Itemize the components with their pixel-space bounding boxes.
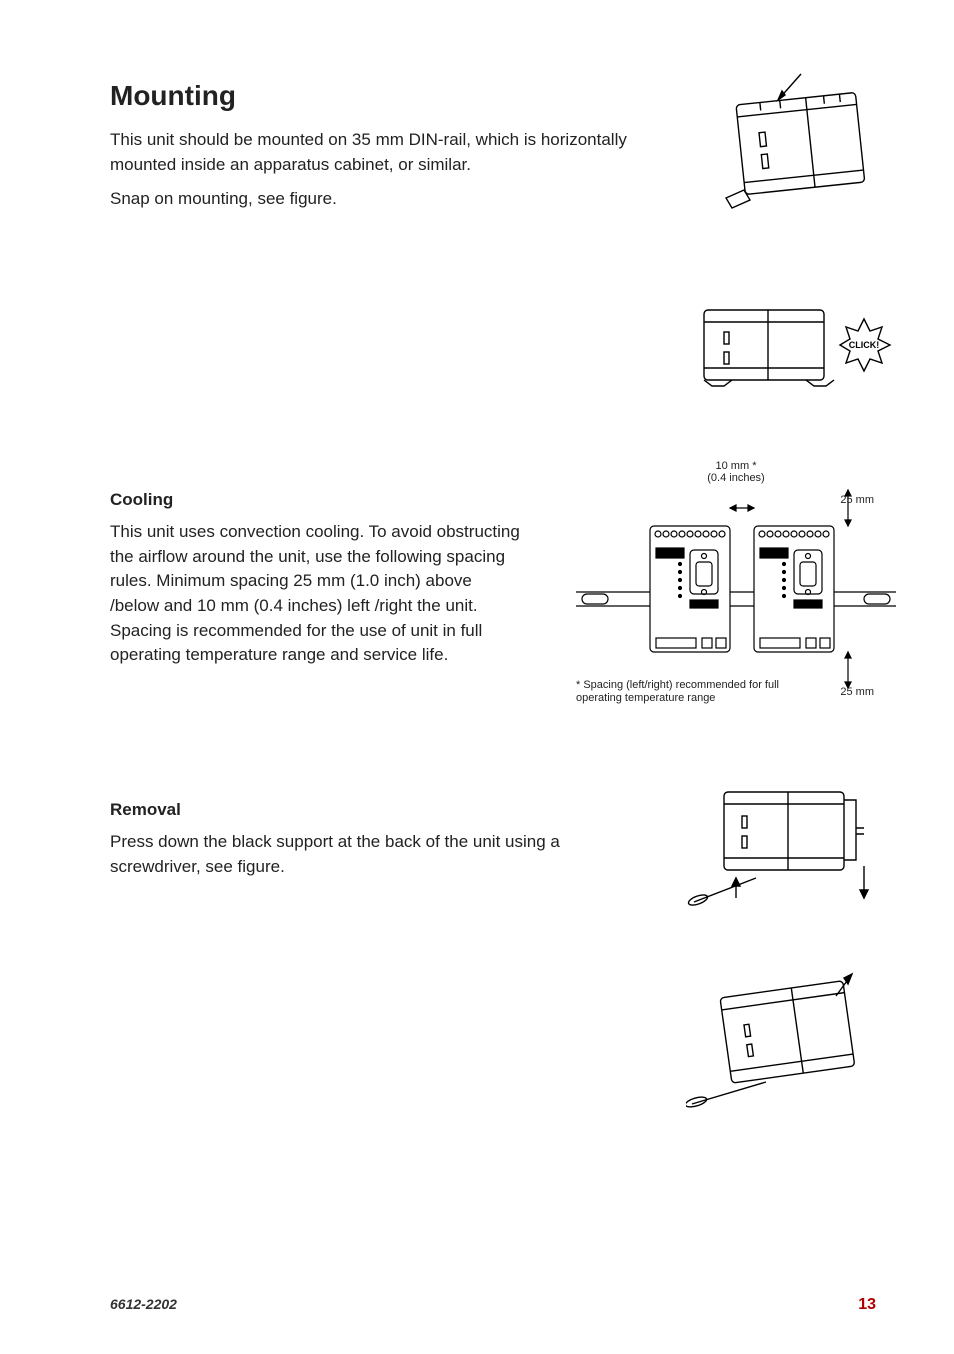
spacing-bottom-label: 25 mm [840,686,874,698]
section-removal: Removal Press down the black support at … [110,800,570,889]
heading-removal: Removal [110,800,570,820]
figure-removal-1 [686,780,876,920]
figure-cooling: 10 mm * (0.4 inches) 25 mm 25 mm * Spaci… [576,460,896,720]
click-label: CLICK! [849,340,880,350]
heading-mounting: Mounting [110,80,630,112]
cooling-para-1: This unit uses convection cooling. To av… [110,520,520,668]
spacing-footnote: * Spacing (left/right) recommended for f… [576,679,796,707]
spacing-lr-label: 10 mm * (0.4 inches) [696,460,776,484]
mounting-para-1: This unit should be mounted on 35 mm DIN… [110,128,630,177]
removal-para-1: Press down the black support at the back… [110,830,570,879]
page: Mounting This unit should be mounted on … [0,0,954,1354]
page-number: 13 [858,1296,876,1314]
section-mounting: Mounting This unit should be mounted on … [110,80,630,222]
figure-mounting-1 [706,70,876,220]
spacing-top-label: 25 mm [840,494,874,506]
doc-id: 6612-2202 [110,1296,177,1312]
page-footer: 6612-2202 13 [110,1296,876,1314]
figure-removal-2 [686,970,876,1130]
heading-cooling: Cooling [110,490,520,510]
mounting-para-2: Snap on mounting, see figure. [110,187,630,212]
section-cooling: Cooling This unit uses convection coolin… [110,490,520,678]
figure-mounting-2: CLICK! [684,290,904,400]
